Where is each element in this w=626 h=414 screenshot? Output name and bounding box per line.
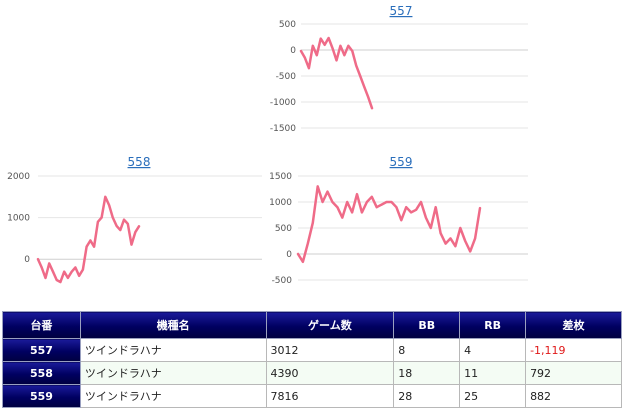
cell-rb: 4 (459, 338, 527, 362)
table-row[interactable]: 558 ツインドラハナ 4390 18 11 792 (2, 361, 622, 385)
machine-table: 台番 機種名 ゲーム数 BB RB 差枚 557 ツインドラハナ 3012 8 … (2, 311, 622, 408)
header-rb: RB (459, 311, 527, 339)
cell-game-count: 4390 (265, 361, 395, 385)
cell-bb: 18 (393, 361, 461, 385)
cell-bb: 8 (393, 338, 461, 362)
y-tick-label: 0 (286, 250, 292, 260)
cell-difference: -1,119 (525, 338, 622, 362)
header-model-name: 機種名 (79, 311, 267, 339)
cell-machine-number: 557 (2, 338, 81, 362)
y-tick-label: 1000 (7, 214, 30, 224)
cell-game-count: 3012 (265, 338, 395, 362)
cell-rb: 11 (459, 361, 527, 385)
y-tick-label: 2000 (7, 172, 30, 182)
chart-559-svg: 559 1500 1000 500 0 -500 (269, 155, 528, 286)
chart-558-title[interactable]: 558 (128, 155, 151, 169)
cell-rb: 25 (459, 384, 527, 408)
cell-difference: 882 (525, 384, 622, 408)
header-game-count: ゲーム数 (265, 311, 395, 339)
cell-difference: 792 (525, 361, 622, 385)
cell-model-name: ツインドラハナ (79, 384, 267, 408)
cell-model-name: ツインドラハナ (79, 338, 267, 362)
cell-model-name: ツインドラハナ (79, 361, 267, 385)
table-row[interactable]: 557 ツインドラハナ 3012 8 4 -1,119 (2, 338, 622, 362)
y-tick-label: -500 (272, 276, 293, 286)
series-line (36, 195, 141, 284)
cell-machine-number: 559 (2, 384, 81, 408)
cell-machine-number: 558 (2, 361, 81, 385)
y-tick-label: 0 (24, 255, 30, 265)
series-line (296, 185, 482, 264)
chart-558-svg: 558 2000 1000 0 (7, 155, 262, 284)
y-tick-label: 500 (275, 224, 292, 234)
y-tick-label: 1000 (269, 198, 292, 208)
y-tick-label: 0 (290, 46, 296, 56)
chart-558: 558 2000 1000 0 (0, 150, 270, 290)
y-tick-label: 500 (279, 20, 296, 30)
chart-559-title[interactable]: 559 (390, 155, 413, 169)
chart-557: 557 500 0 -500 -1000 -1500 (268, 0, 538, 140)
chart-557-svg: 557 500 0 -500 -1000 -1500 (270, 4, 528, 134)
series-line (299, 36, 374, 110)
y-tick-label: -500 (276, 72, 297, 82)
header-bb: BB (393, 311, 461, 339)
y-tick-label: -1500 (270, 124, 296, 134)
table-header-row: 台番 機種名 ゲーム数 BB RB 差枚 (2, 311, 622, 339)
cell-game-count: 7816 (265, 384, 395, 408)
table-row[interactable]: 559 ツインドラハナ 7816 28 25 882 (2, 384, 622, 408)
chart-559: 559 1500 1000 500 0 -500 (268, 150, 538, 290)
header-machine-number: 台番 (2, 311, 81, 339)
header-difference: 差枚 (525, 311, 622, 339)
chart-557-title[interactable]: 557 (390, 4, 413, 18)
cell-bb: 28 (393, 384, 461, 408)
y-tick-label: -1000 (270, 98, 296, 108)
y-tick-label: 1500 (269, 172, 292, 182)
